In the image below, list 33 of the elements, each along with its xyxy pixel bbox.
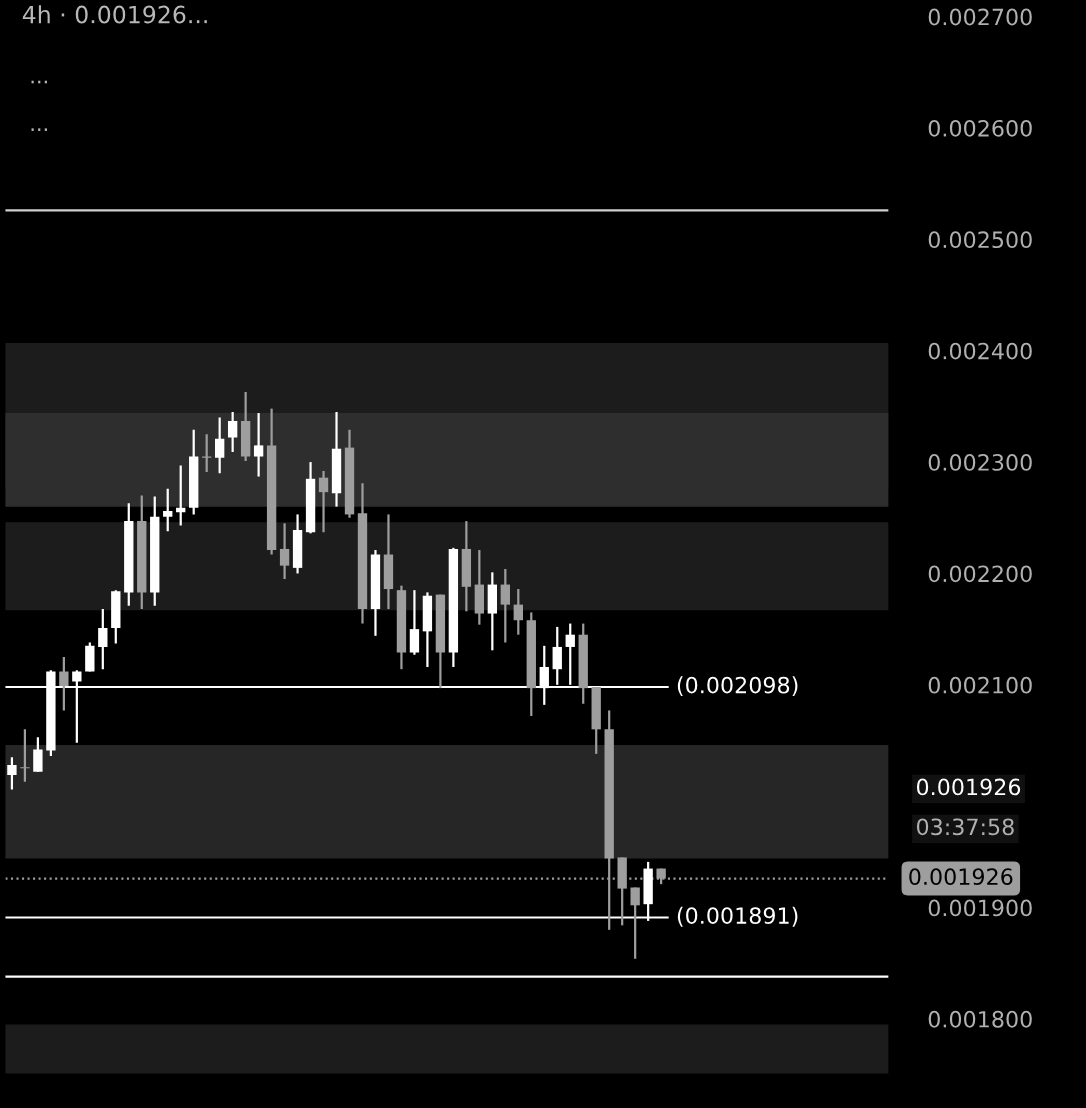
annotation: ... [31, 128, 47, 131]
candlestick [202, 433, 212, 474]
candlestick [409, 589, 420, 656]
candlestick [253, 411, 264, 478]
chart-title: 4h · 0.001926... [22, 5, 207, 24]
candlestick [227, 410, 238, 454]
ref-line-label: (0.001891) [677, 906, 798, 927]
candlestick [630, 886, 640, 960]
y-tick-label: 0.002300 [928, 454, 1032, 471]
y-tick-label: 0.002700 [928, 8, 1032, 26]
ref-line-label: 0.001926 [909, 868, 1013, 886]
text: 0.001926 [916, 778, 1021, 796]
candlestick [33, 736, 43, 773]
y-tick-label: 0.002500 [928, 231, 1032, 249]
y-tick-label: 0.002600 [928, 119, 1032, 137]
y-tick-label: 0.002400 [928, 342, 1032, 360]
candlestick [500, 567, 510, 644]
y-tick-label: 0.002100 [928, 676, 1032, 694]
annotation: ... [31, 80, 47, 84]
candlestick [163, 487, 173, 533]
ref-line-label: (0.002098) [677, 676, 798, 697]
y-tick-label: 0.001800 [928, 1010, 1032, 1028]
y-tick-label: 0.002200 [928, 565, 1032, 583]
candlestick [7, 756, 17, 791]
candlestick [98, 607, 108, 671]
candlestick [214, 416, 225, 475]
candlestick [279, 522, 290, 581]
candlestick [59, 655, 69, 712]
text: 03:37:58 [916, 818, 1014, 836]
candlestick [513, 587, 523, 636]
candlestick [318, 469, 329, 534]
candlestick [20, 728, 30, 783]
y-tick-label: 0.001900 [928, 899, 1032, 917]
